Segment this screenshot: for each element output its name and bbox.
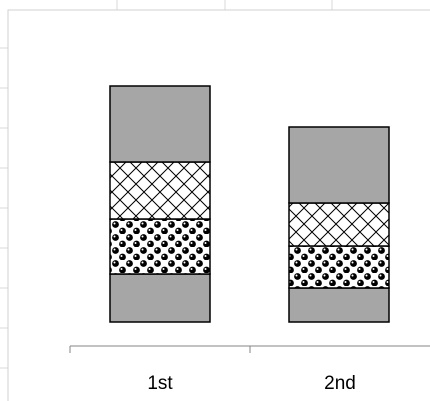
bar-segments bbox=[109, 85, 390, 323]
bar-segment-2nd-series-2[interactable] bbox=[288, 245, 390, 289]
x-tick-label-2nd: 2nd bbox=[324, 373, 356, 394]
bar-segment-2nd-series-4[interactable] bbox=[288, 126, 390, 204]
bar-segment-1st-series-4[interactable] bbox=[109, 85, 211, 163]
bar-segment-1st-series-1[interactable] bbox=[109, 273, 211, 323]
spreadsheet-gridlines bbox=[0, 0, 333, 369]
x-tick-label-1st: 1st bbox=[147, 373, 173, 394]
bar-segment-1st-series-2[interactable] bbox=[109, 218, 211, 275]
bar-segment-2nd-series-1[interactable] bbox=[288, 287, 390, 323]
bar-segment-1st-series-3[interactable] bbox=[109, 161, 211, 220]
bar-segment-2nd-series-3[interactable] bbox=[288, 202, 390, 247]
